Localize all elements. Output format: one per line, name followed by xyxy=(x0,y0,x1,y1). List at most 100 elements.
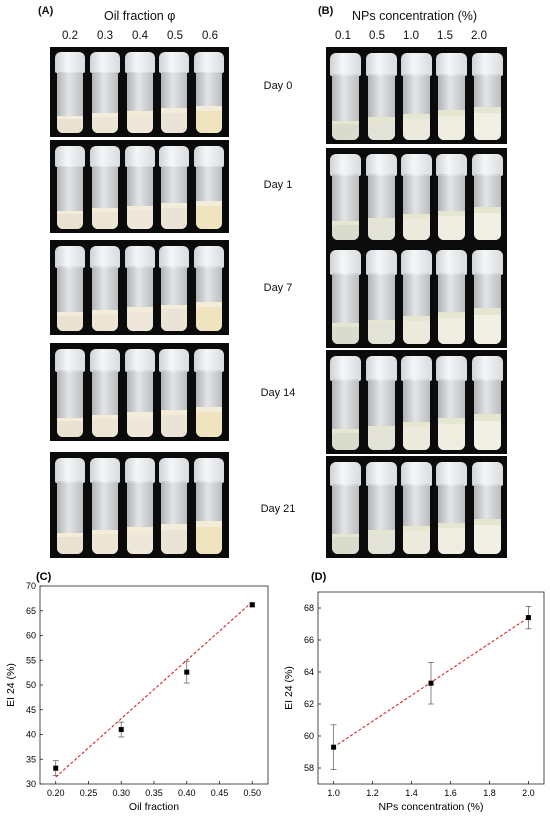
vial-image xyxy=(365,356,397,450)
vial-image xyxy=(89,245,120,332)
vial-image xyxy=(159,348,190,438)
vial-image xyxy=(471,52,503,141)
panel-a-column-labels: 0.2 0.3 0.4 0.5 0.6 xyxy=(52,30,228,46)
vial-image xyxy=(159,52,190,134)
photo-b-day21 xyxy=(326,456,507,558)
x-tick-label: 1.2 xyxy=(366,788,379,798)
photo-a-day14 xyxy=(50,343,229,441)
oil-fraction-label: 0.4 xyxy=(132,30,148,42)
y-tick-label: 62 xyxy=(304,699,314,709)
vial-image xyxy=(436,52,468,141)
panel-c-label: (C) xyxy=(36,571,52,583)
x-tick-label: 0.50 xyxy=(244,788,262,798)
x-tick-label: 1.0 xyxy=(327,788,340,798)
x-tick-label: 0.45 xyxy=(211,788,229,798)
vial-image xyxy=(159,458,190,554)
vial-image xyxy=(89,348,120,438)
vial-image xyxy=(54,145,85,230)
photo-a-day0 xyxy=(50,47,229,137)
photo-b-day0 xyxy=(326,47,507,144)
vial-image xyxy=(89,145,120,230)
chart-d: (D) 1.0 1.2 1.4 1.6 1.8 2.0 58 60 62 64 66 68 NPs co… xyxy=(283,571,545,813)
x-tick-label: 0.25 xyxy=(80,788,98,798)
vial-image xyxy=(365,52,397,141)
vial-image xyxy=(401,356,432,450)
vial-image xyxy=(89,52,120,134)
vial-image xyxy=(124,145,155,230)
photo-a-day7 xyxy=(50,240,229,335)
x-axis-label: NPs concentration (%) xyxy=(378,801,483,813)
day-label: Day 14 xyxy=(260,387,296,399)
vial-image xyxy=(471,153,503,241)
y-tick-label: 30 xyxy=(26,779,36,789)
vial-image xyxy=(471,462,503,554)
oil-fraction-label: 0.2 xyxy=(62,30,78,42)
vial-image xyxy=(54,458,85,554)
data-point xyxy=(249,602,255,608)
y-tick-label: 58 xyxy=(304,763,314,773)
vial-image xyxy=(436,356,468,450)
oil-fraction-label: 0.5 xyxy=(167,30,183,42)
y-tick-label: 66 xyxy=(304,635,314,645)
vial-image xyxy=(471,250,503,344)
y-axis-label: EI 24 (%) xyxy=(5,663,17,707)
vial-image xyxy=(330,356,362,450)
oil-fraction-label: 0.6 xyxy=(202,30,218,42)
day-label: Day 7 xyxy=(263,282,293,294)
vial-image xyxy=(194,348,225,438)
nps-concentration-label: 0.1 xyxy=(335,30,351,42)
x-tick-label: 0.40 xyxy=(178,788,196,798)
vial-image xyxy=(194,245,225,332)
nps-concentration-label: 1.0 xyxy=(403,30,419,42)
plot-frame xyxy=(317,591,545,785)
x-tick-label: 0.35 xyxy=(145,788,163,798)
panel-a-label: (A) xyxy=(38,5,54,17)
data-point xyxy=(331,744,337,750)
photo-b-day1 xyxy=(326,148,507,244)
y-tick-label: 35 xyxy=(26,754,36,764)
y-tick-label: 45 xyxy=(26,705,36,715)
vial-image xyxy=(124,348,155,438)
day-label: Day 0 xyxy=(263,80,293,92)
y-tick-label: 55 xyxy=(26,655,36,665)
vial-image xyxy=(194,52,225,134)
day-label: Day 21 xyxy=(260,503,296,515)
vial-image xyxy=(330,250,362,344)
y-tick-label: 40 xyxy=(26,730,36,740)
panel-b-title: NPs concentration (%) xyxy=(352,9,478,23)
data-point xyxy=(184,669,190,675)
photo-b-day7 xyxy=(326,244,507,348)
vial-image xyxy=(401,52,432,141)
y-tick-label: 64 xyxy=(304,667,314,677)
vial-image xyxy=(436,250,468,344)
vial-image xyxy=(89,458,120,554)
x-tick-label: 1.4 xyxy=(405,788,418,798)
nps-concentration-label: 2.0 xyxy=(471,30,487,42)
vial-image xyxy=(330,462,362,554)
data-point xyxy=(428,680,434,686)
data-point xyxy=(118,727,124,733)
x-axis-label: Oil fraction xyxy=(129,801,179,813)
vial-image xyxy=(365,462,397,554)
panel-a-title: Oil fraction φ xyxy=(104,9,176,23)
photo-b-day14 xyxy=(326,350,507,454)
y-tick-label: 68 xyxy=(304,603,314,613)
day-label: Day 1 xyxy=(263,179,293,191)
vial-image xyxy=(401,250,432,344)
vial-image xyxy=(54,348,85,438)
vial-image xyxy=(124,52,155,134)
panel-b-column-labels: 0.1 0.5 1.0 1.5 2.0 xyxy=(325,30,505,46)
vial-image xyxy=(365,250,397,344)
vial-image xyxy=(330,52,362,141)
vial-image xyxy=(159,245,190,332)
vial-image xyxy=(401,462,432,554)
y-axis-label: EI 24 (%) xyxy=(283,666,295,710)
data-point xyxy=(525,615,531,621)
chart-c: (C) 0.20 0.25 0.30 0.35 0.40 0.45 0.50 30 35 40 45… xyxy=(5,571,269,813)
x-tick-label: 1.8 xyxy=(483,788,496,798)
vial-image xyxy=(124,458,155,554)
y-tick-label: 50 xyxy=(26,680,36,690)
x-tick-label: 2.0 xyxy=(522,788,535,798)
y-tick-label: 60 xyxy=(26,631,36,641)
y-tick-label: 65 xyxy=(26,606,36,616)
